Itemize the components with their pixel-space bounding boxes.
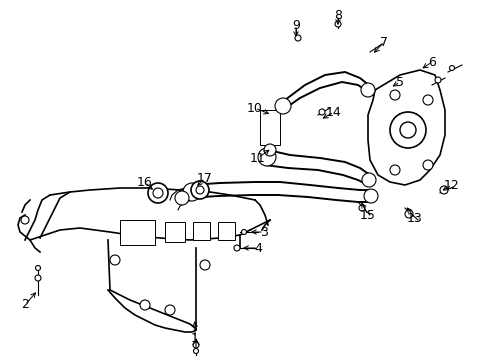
Circle shape bbox=[153, 188, 163, 198]
Text: 1: 1 bbox=[191, 332, 199, 345]
Circle shape bbox=[361, 173, 375, 187]
Circle shape bbox=[191, 181, 208, 199]
Circle shape bbox=[422, 95, 432, 105]
Circle shape bbox=[389, 90, 399, 100]
Circle shape bbox=[200, 260, 209, 270]
Circle shape bbox=[264, 144, 275, 156]
Circle shape bbox=[258, 148, 275, 166]
Circle shape bbox=[439, 186, 447, 194]
Text: 9: 9 bbox=[291, 18, 299, 32]
Circle shape bbox=[363, 189, 377, 203]
Circle shape bbox=[164, 305, 175, 315]
Circle shape bbox=[334, 21, 340, 27]
Text: 6: 6 bbox=[427, 55, 435, 68]
Circle shape bbox=[422, 160, 432, 170]
Circle shape bbox=[183, 183, 201, 201]
Circle shape bbox=[274, 98, 290, 114]
Polygon shape bbox=[193, 222, 209, 240]
Text: 13: 13 bbox=[407, 212, 422, 225]
Circle shape bbox=[193, 342, 199, 348]
Polygon shape bbox=[120, 220, 155, 245]
Circle shape bbox=[241, 230, 246, 234]
Circle shape bbox=[448, 66, 453, 71]
Circle shape bbox=[399, 122, 415, 138]
Circle shape bbox=[434, 77, 440, 83]
Circle shape bbox=[36, 266, 41, 270]
Text: 5: 5 bbox=[395, 76, 403, 89]
Text: 10: 10 bbox=[246, 102, 263, 114]
Text: 8: 8 bbox=[333, 9, 341, 22]
Text: 16: 16 bbox=[137, 176, 153, 189]
Text: 7: 7 bbox=[379, 36, 387, 49]
Text: 15: 15 bbox=[359, 208, 375, 221]
Circle shape bbox=[318, 109, 325, 115]
Circle shape bbox=[360, 83, 374, 97]
Polygon shape bbox=[367, 70, 444, 185]
Circle shape bbox=[148, 183, 168, 203]
Polygon shape bbox=[164, 222, 184, 242]
Circle shape bbox=[389, 112, 425, 148]
Circle shape bbox=[358, 205, 364, 211]
Text: 2: 2 bbox=[21, 298, 29, 311]
Polygon shape bbox=[260, 110, 280, 145]
Text: 4: 4 bbox=[254, 242, 262, 255]
Polygon shape bbox=[218, 222, 235, 240]
Circle shape bbox=[175, 191, 189, 205]
Circle shape bbox=[193, 348, 198, 354]
Circle shape bbox=[196, 186, 203, 194]
Circle shape bbox=[35, 275, 41, 281]
Circle shape bbox=[404, 210, 412, 218]
Circle shape bbox=[21, 216, 29, 224]
Circle shape bbox=[294, 35, 301, 41]
Text: 11: 11 bbox=[250, 152, 265, 165]
Circle shape bbox=[389, 165, 399, 175]
Circle shape bbox=[234, 245, 240, 251]
Text: 12: 12 bbox=[443, 179, 459, 192]
Circle shape bbox=[110, 255, 120, 265]
Text: 17: 17 bbox=[197, 171, 212, 185]
Text: 3: 3 bbox=[260, 225, 267, 239]
Circle shape bbox=[140, 300, 150, 310]
Text: 14: 14 bbox=[325, 105, 341, 118]
